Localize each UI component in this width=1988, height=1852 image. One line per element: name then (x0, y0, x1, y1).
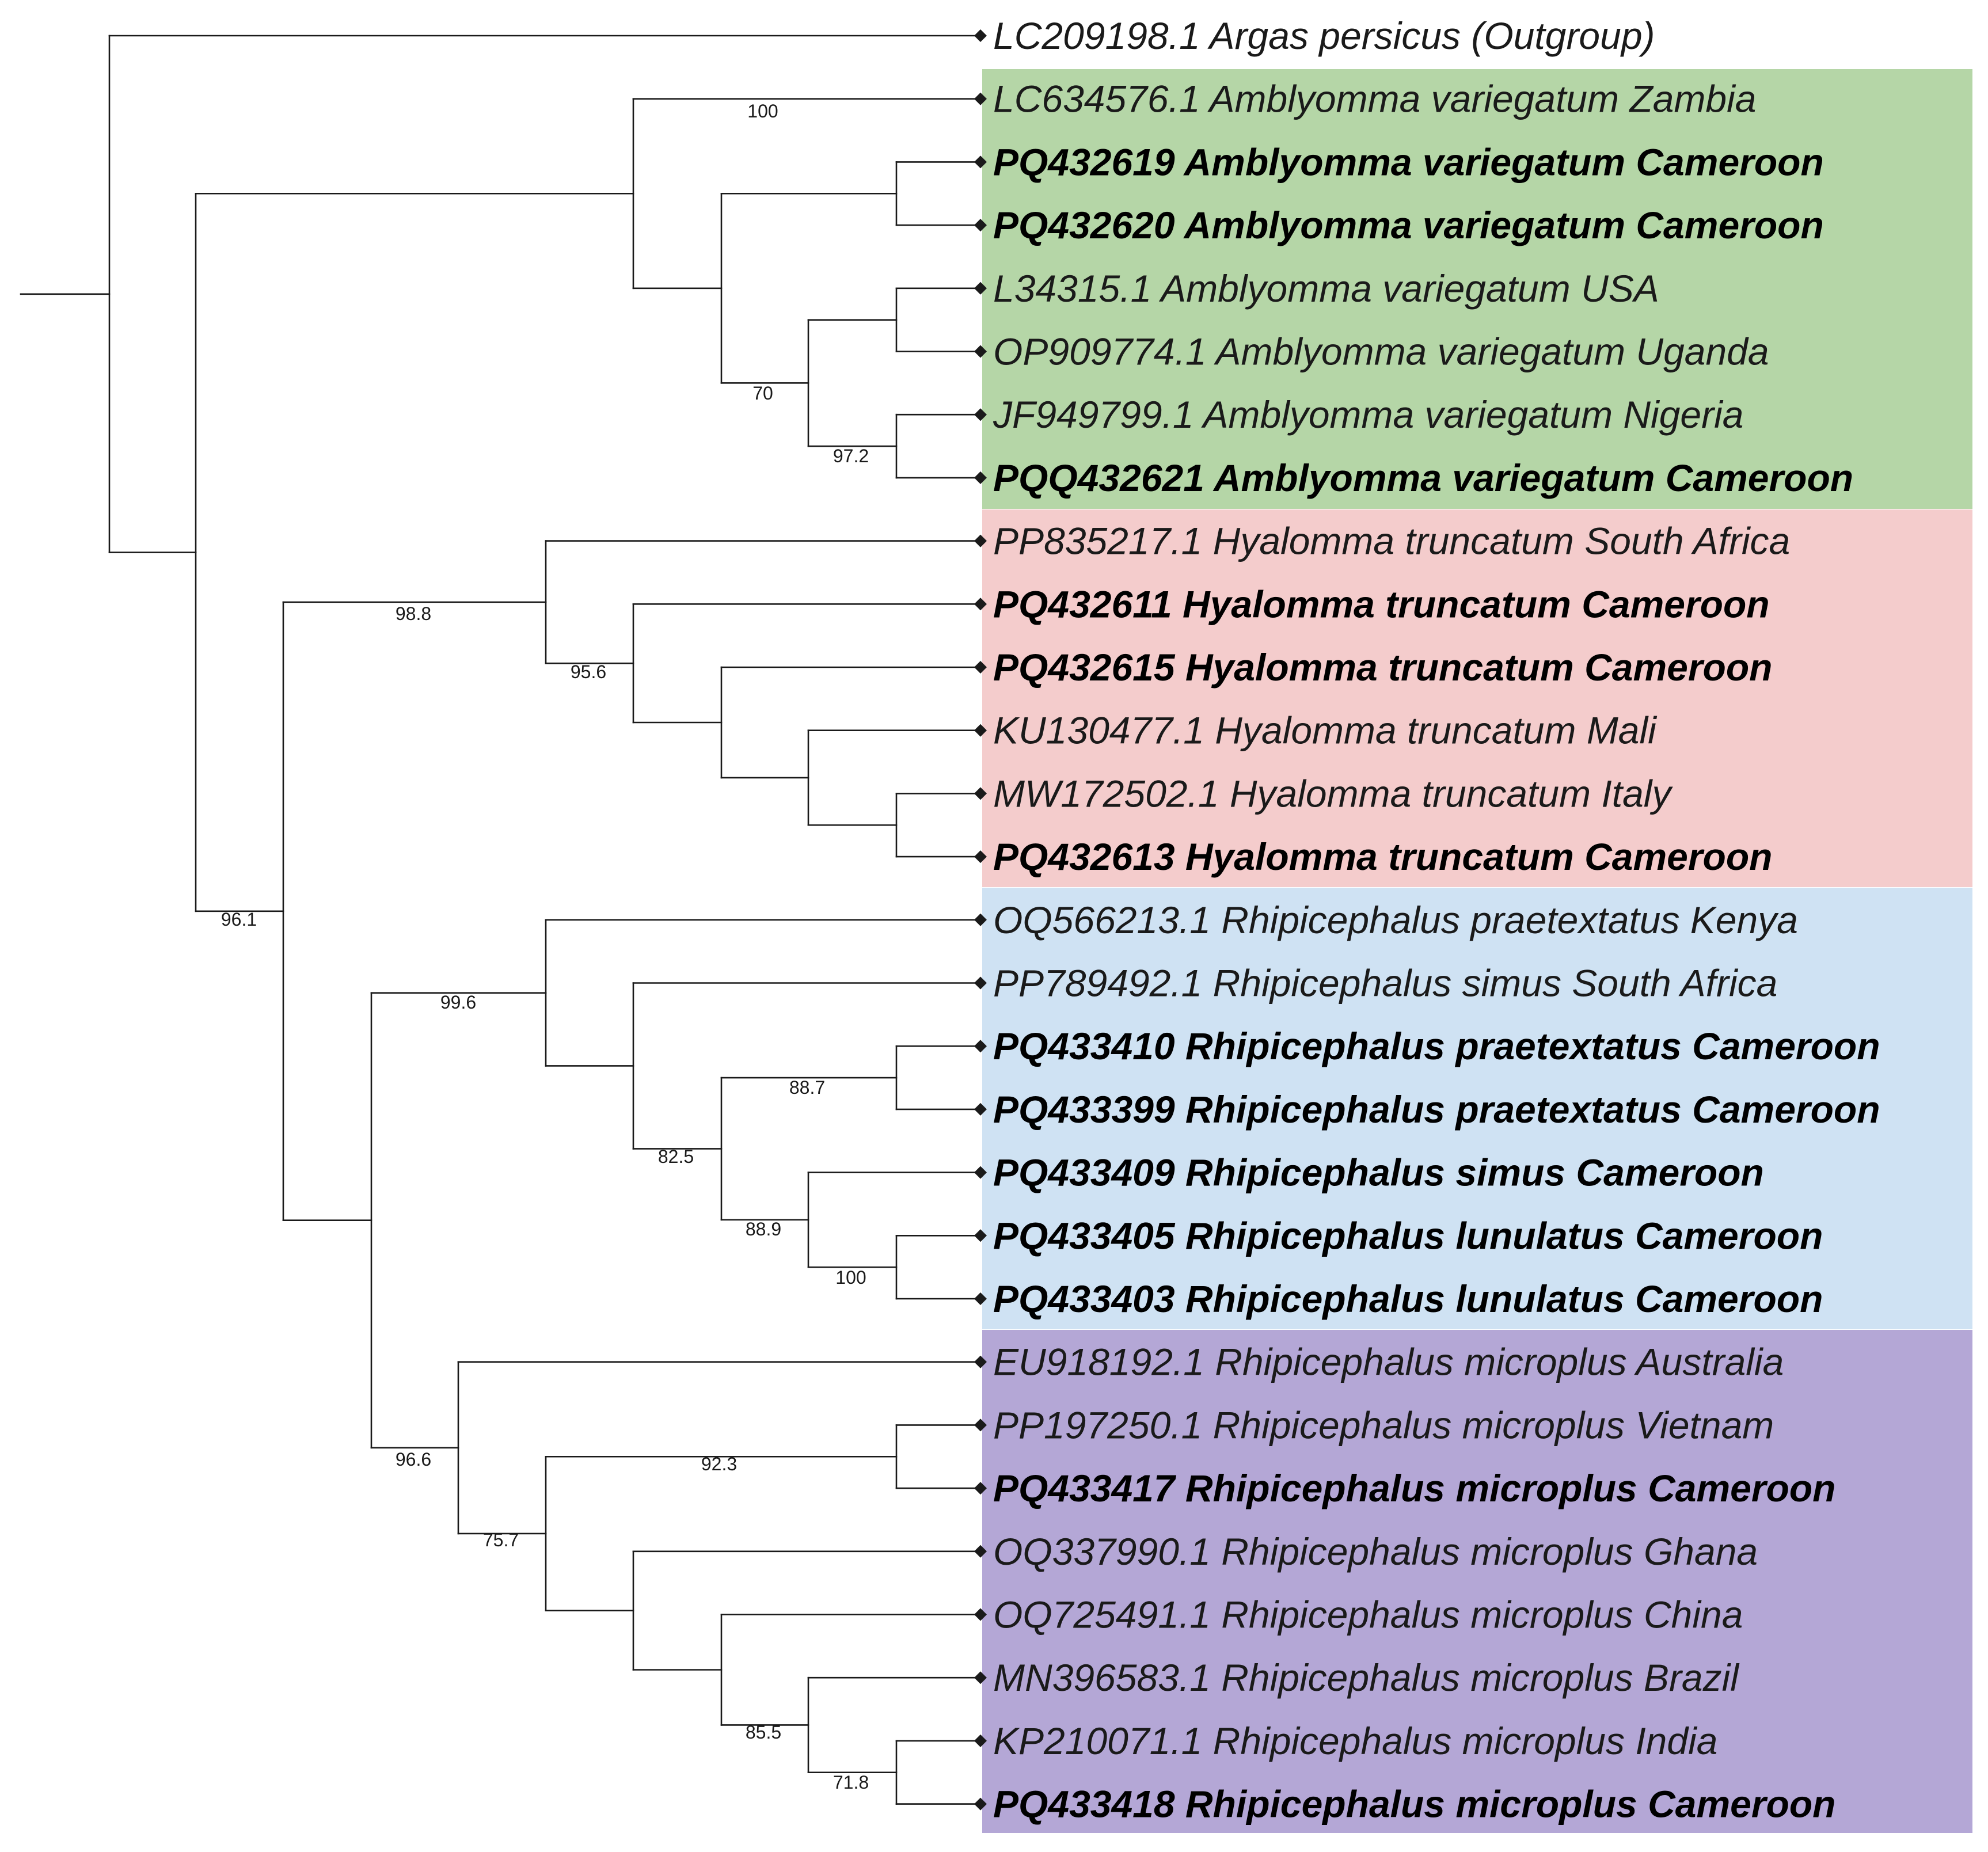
tip-label-t20: PQ433403 Rhipicephalus lunulatus Cameroo… (993, 1277, 1823, 1320)
tip-label-t17: PQ433399 Rhipicephalus praetextatus Came… (993, 1088, 1880, 1131)
tip-diamond-icon (974, 1734, 987, 1747)
tip-label-t14: OQ566213.1 Rhipicephalus praetextatus Ke… (993, 899, 1798, 941)
support-value-n-amb-root: 100 (747, 101, 778, 121)
tip-label-t18: PQ433409 Rhipicephalus simus Cameroon (993, 1151, 1764, 1194)
tip-label-t6: JF949799.1 Amblyomma variegatum Nigeria (993, 393, 1743, 436)
tip-label-t2: PQ432619 Amblyomma variegatum Cameroon (993, 140, 1824, 183)
tip-diamond-icon (974, 598, 987, 611)
tip-diamond-icon (974, 1166, 987, 1179)
tip-label-t25: OQ725491.1 Rhipicephalus microplus China (993, 1594, 1743, 1636)
tip-diamond-icon (974, 1040, 987, 1053)
tip-diamond-icon (974, 92, 987, 105)
tip-label-t7: PQQ432621 Amblyomma variegatum Cameroon (993, 457, 1853, 499)
tip-label-t0: LC209198.1 Argas persicus (Outgroup) (993, 14, 1655, 57)
tip-diamond-icon (974, 976, 987, 990)
support-value-n-micro-vn: 92.3 (701, 1454, 737, 1474)
tip-label-t15: PP789492.1 Rhipicephalus simus South Afr… (993, 962, 1777, 1005)
tip-labels: LC209198.1 Argas persicus (Outgroup) LC63… (974, 14, 1880, 1826)
support-value-n-rhip-a: 99.6 (440, 992, 476, 1013)
tip-label-t26: MN396583.1 Rhipicephalus microplus Brazi… (993, 1656, 1740, 1699)
clade-highlight-boxes (982, 69, 1972, 1833)
tip-diamond-icon (974, 913, 987, 926)
tip-label-t12: MW172502.1 Hyalomma truncatum Italy (993, 772, 1673, 815)
tip-diamond-icon (974, 155, 987, 169)
tip-diamond-icon (974, 29, 987, 42)
tip-diamond-icon (974, 1229, 987, 1242)
tip-diamond-icon (974, 1608, 987, 1621)
tip-label-t24: OQ337990.1 Rhipicephalus microplus Ghana (993, 1530, 1758, 1573)
tip-label-t13: PQ432613 Hyalomma truncatum Cameroon (993, 835, 1772, 878)
support-value-n-micro-sub2: 85.5 (746, 1722, 781, 1743)
support-value-n-lun: 100 (835, 1267, 866, 1288)
tip-label-t22: PP197250.1 Rhipicephalus microplus Vietn… (993, 1404, 1774, 1446)
tip-diamond-icon (974, 1797, 987, 1811)
tip-diamond-icon (974, 850, 987, 864)
clade-box-rhipicephalus-microplus (982, 1330, 1972, 1833)
support-value-n-micro: 75.7 (483, 1530, 519, 1550)
support-value-n-hyal-sub: 95.6 (571, 661, 606, 682)
support-value-n-amb-sub: 70 (752, 383, 773, 404)
tree-branches (20, 35, 982, 1805)
support-value-n-hyal: 98.8 (396, 603, 431, 624)
support-value-n-rhip: 96.6 (396, 1449, 431, 1470)
tip-diamond-icon (974, 219, 987, 232)
tip-label-t4: L34315.1 Amblyomma variegatum USA (993, 267, 1659, 310)
tip-diamond-icon (974, 282, 987, 295)
tip-label-t23: PQ433417 Rhipicephalus microplus Cameroo… (993, 1467, 1835, 1509)
support-value-n-rhip-a2: 82.5 (658, 1146, 694, 1167)
tip-label-t3: PQ432620 Amblyomma variegatum Cameroon (993, 204, 1824, 246)
support-value-n-micro-in: 71.8 (833, 1772, 869, 1793)
tip-diamond-icon (974, 471, 987, 484)
tip-diamond-icon (974, 408, 987, 421)
support-value-n-amb-ng: 97.2 (833, 446, 869, 466)
tip-label-t5: OP909774.1 Amblyomma variegatum Uganda (993, 330, 1769, 373)
clade-box-hyalomma (982, 509, 1972, 887)
bootstrap-support-values: 100 70 97.2 98.8 95.6 96.1 99.6 82.5 88.7 88.9 100… (221, 101, 869, 1793)
tip-label-t9: PQ432611 Hyalomma truncatum Cameroon (993, 583, 1770, 625)
tip-diamond-icon (974, 345, 987, 358)
tip-diamond-icon (974, 1355, 987, 1368)
tip-label-t19: PQ433405 Rhipicephalus lunulatus Cameroo… (993, 1214, 1823, 1257)
tip-label-t16: PQ433410 Rhipicephalus praetextatus Came… (993, 1025, 1880, 1067)
tip-diamond-icon (974, 724, 987, 737)
tip-label-t21: EU918192.1 Rhipicephalus microplus Austr… (993, 1341, 1784, 1383)
tip-label-t1: LC634576.1 Amblyomma variegatum Zambia (993, 78, 1757, 120)
tip-diamond-icon (974, 787, 987, 800)
tip-label-t27: KP210071.1 Rhipicephalus microplus India (993, 1720, 1717, 1762)
support-value-n-simlun: 88.9 (746, 1219, 781, 1239)
support-value-n-ingroup: 96.1 (221, 909, 257, 930)
tip-diamond-icon (974, 1292, 987, 1305)
tip-diamond-icon (974, 534, 987, 547)
tip-diamond-icon (974, 1482, 987, 1495)
tip-diamond-icon (974, 1419, 987, 1432)
tip-diamond-icon (974, 1671, 987, 1684)
tip-label-t11: KU130477.1 Hyalomma truncatum Mali (993, 709, 1658, 752)
tip-label-t28: PQ433418 Rhipicephalus microplus Cameroo… (993, 1783, 1835, 1826)
support-value-n-prae: 88.7 (789, 1077, 825, 1098)
tip-label-t10: PQ432615 Hyalomma truncatum Cameroon (993, 646, 1772, 689)
tip-diamond-icon (974, 1102, 987, 1116)
tip-label-t8: PP835217.1 Hyalomma truncatum South Afri… (993, 520, 1790, 562)
clade-box-amblyomma (982, 69, 1972, 509)
clade-box-rhipicephalus-main (982, 888, 1972, 1329)
tip-diamond-icon (974, 1545, 987, 1558)
tip-diamond-icon (974, 661, 987, 674)
